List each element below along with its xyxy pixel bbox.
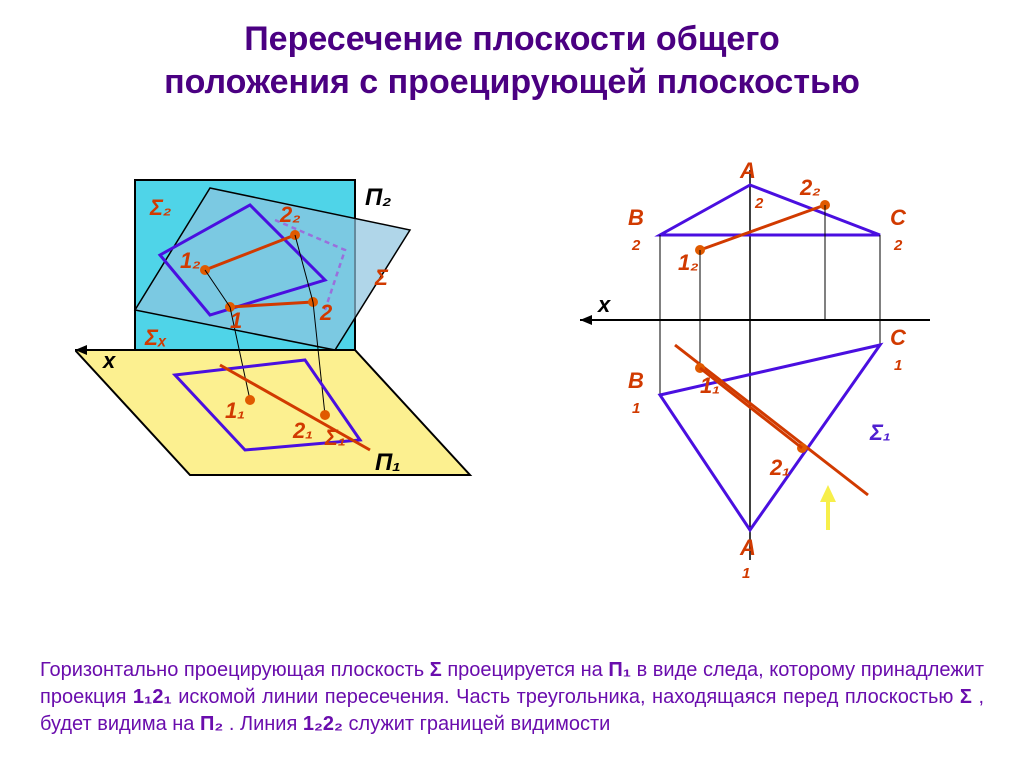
lbl-x-2d: x: [597, 292, 611, 317]
lbl-1-3d: 1: [230, 308, 242, 333]
lbl-A1s: 1: [742, 565, 750, 580]
lbl-x-3d: x: [102, 348, 116, 373]
cap-t6: . Линия: [229, 713, 303, 735]
lbl-12-2d: 1₂: [678, 250, 699, 275]
lbl-A2: A: [739, 158, 756, 183]
lbl-p2: П₂: [365, 184, 391, 211]
lbl-12-3d: 1₂: [180, 248, 201, 273]
x-axis-arrow-2d: [580, 315, 592, 325]
lbl-sigma: Σ: [374, 265, 389, 290]
lbl-p1: П₁: [375, 449, 401, 476]
lbl-C1: C: [890, 325, 907, 350]
lbl-sigma2: Σ₂: [149, 195, 171, 220]
cap-t4: искомой линии пересечения. Часть треугол…: [178, 686, 960, 708]
lbl-22-3d: 2₂: [279, 202, 301, 227]
lbl-A2s: 2: [754, 195, 764, 212]
slide-title: Пересечение плоскости общего положения с…: [0, 18, 1024, 103]
triangle-a2b2c2: [660, 185, 880, 235]
cap-sigma2: Σ: [960, 686, 972, 708]
lbl-22-2d: 2₂: [799, 175, 821, 200]
plane-p1: [75, 350, 470, 475]
pt-21-3d: [320, 410, 330, 420]
lbl-B1s: 1: [632, 400, 640, 417]
triangle-a1b1c1: [660, 345, 880, 530]
diagram-epure-right: x A 2 B 2 C 2 2₂ 1₂ B 1 C 1 A 1 1₁ 2₁ Σ₁: [570, 150, 940, 580]
lbl-C2s: 2: [893, 237, 903, 254]
lbl-B2s: 2: [631, 237, 641, 254]
lbl-11-3d: 1₁: [225, 398, 245, 423]
lbl-21-3d: 2₁: [292, 418, 313, 443]
lbl-21-2d: 2₁: [769, 455, 790, 480]
cap-proj: 1₁2₁: [133, 686, 172, 708]
cap-line: 1₂2₂: [303, 713, 343, 735]
title-line2: положения с проецирующей плоскостью: [164, 63, 860, 101]
lbl-sigma1-2d: Σ₁: [869, 420, 891, 445]
caption-text: Горизонтально проецирующая плоскость Σ п…: [40, 657, 984, 738]
lbl-sigmax: Σₓ: [144, 325, 167, 350]
cap-p2: П₂: [200, 713, 223, 735]
lbl-sigma1: Σ₁: [324, 425, 346, 450]
cap-t1: Горизонтально проецирующая плоскость: [40, 659, 430, 681]
diagram-3d-left: П₂ П₁ x Σ₂ Σ Σₓ Σ₁ 1₂ 2₂ 1 2 1₁ 2₁: [75, 150, 485, 540]
lbl-11-2d: 1₁: [700, 373, 720, 398]
lbl-C1s: 1: [894, 357, 902, 374]
cap-t7: служит границей видимости: [348, 713, 610, 735]
lbl-A1: A: [739, 535, 756, 560]
lbl-2-3d: 2: [319, 300, 333, 325]
title-line1: Пересечение плоскости общего: [244, 20, 780, 58]
lbl-C2: C: [890, 205, 907, 230]
lbl-B2: B: [628, 205, 644, 230]
pt-11-3d: [245, 395, 255, 405]
lbl-B1: B: [628, 368, 644, 393]
cap-sigma1: Σ: [430, 659, 442, 681]
yellow-arrow-head: [820, 485, 836, 502]
cap-p1: П₁: [608, 659, 631, 681]
cap-t2: проецируется на: [447, 659, 608, 681]
